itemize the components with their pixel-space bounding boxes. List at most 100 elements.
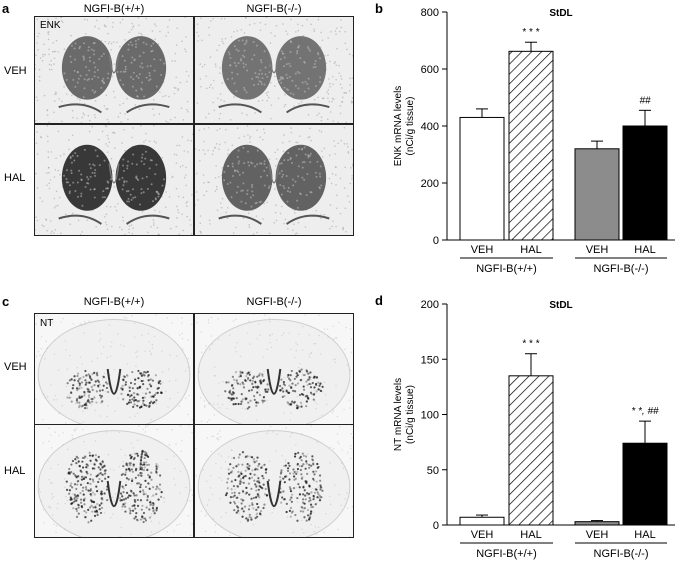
label-dot bbox=[85, 511, 88, 514]
speckle bbox=[318, 112, 320, 115]
speckle bbox=[180, 450, 183, 453]
label-dot bbox=[233, 491, 236, 494]
label-dot bbox=[158, 488, 161, 491]
label-dot bbox=[231, 470, 234, 473]
label-dot bbox=[151, 379, 154, 382]
speckle bbox=[61, 405, 63, 407]
label-dot bbox=[96, 379, 99, 382]
speckle bbox=[293, 209, 296, 212]
speckle bbox=[279, 58, 282, 61]
speckle bbox=[36, 18, 39, 21]
speckle bbox=[69, 354, 71, 357]
speckle bbox=[69, 155, 72, 158]
label-dot bbox=[296, 467, 300, 471]
speckle bbox=[82, 410, 84, 413]
chart-b-category-label: VEH bbox=[586, 244, 609, 256]
label-dot bbox=[304, 455, 308, 458]
label-dot bbox=[72, 507, 75, 510]
label-dot bbox=[311, 381, 314, 385]
speckle bbox=[270, 493, 273, 495]
label-dot bbox=[249, 379, 252, 382]
speckle bbox=[169, 118, 172, 121]
speckle bbox=[98, 164, 101, 167]
label-dot bbox=[75, 509, 79, 513]
label-dot bbox=[80, 506, 84, 509]
label-dot bbox=[246, 455, 249, 458]
speckle bbox=[278, 162, 281, 165]
speckle bbox=[300, 519, 303, 521]
speckle bbox=[310, 23, 312, 26]
speckle bbox=[206, 437, 208, 439]
label-dot bbox=[245, 397, 248, 400]
label-dot bbox=[224, 493, 228, 497]
label-dot bbox=[247, 467, 251, 470]
label-dot bbox=[292, 468, 295, 471]
label-dot bbox=[241, 499, 244, 502]
speckle bbox=[301, 81, 304, 84]
speckle bbox=[106, 180, 109, 183]
speckle bbox=[345, 230, 347, 233]
label-dot bbox=[255, 401, 258, 404]
speckle bbox=[76, 195, 79, 198]
speckle bbox=[145, 426, 147, 428]
speckle bbox=[130, 453, 133, 455]
label-dot bbox=[82, 499, 86, 502]
speckle bbox=[318, 80, 321, 83]
label-dot bbox=[78, 378, 81, 381]
chart-b-ylabel: (nCi/g tissue) bbox=[405, 97, 416, 156]
label-dot bbox=[256, 468, 259, 471]
speckle bbox=[224, 461, 227, 463]
speckle bbox=[212, 149, 215, 152]
speckle bbox=[50, 384, 52, 386]
label-dot bbox=[105, 386, 109, 390]
speckle bbox=[68, 139, 70, 141]
speckle bbox=[303, 90, 306, 93]
speckle bbox=[40, 336, 43, 338]
speckle bbox=[205, 190, 208, 193]
label-dot bbox=[292, 472, 295, 475]
tract-left bbox=[218, 214, 262, 225]
speckle bbox=[340, 19, 342, 21]
speckle bbox=[187, 139, 189, 142]
speckle bbox=[203, 181, 205, 184]
speckle bbox=[63, 153, 65, 155]
panel-c-image-wt-veh bbox=[34, 313, 194, 425]
speckle bbox=[252, 84, 255, 87]
speckle bbox=[68, 148, 70, 151]
label-dot bbox=[129, 494, 132, 497]
speckle bbox=[327, 37, 329, 39]
speckle bbox=[242, 217, 245, 219]
speckle bbox=[71, 134, 74, 137]
label-dot bbox=[92, 506, 95, 509]
speckle bbox=[347, 146, 349, 148]
speckle bbox=[296, 141, 299, 144]
speckle bbox=[140, 32, 142, 35]
label-dot bbox=[298, 369, 301, 372]
label-dot bbox=[144, 485, 148, 489]
speckle bbox=[261, 138, 264, 141]
label-dot bbox=[73, 497, 76, 501]
speckle bbox=[168, 19, 171, 21]
speckle bbox=[190, 233, 193, 235]
label-dot bbox=[76, 374, 79, 378]
label-dot bbox=[89, 489, 92, 492]
label-dot bbox=[308, 496, 311, 500]
speckle bbox=[136, 356, 138, 358]
speckle bbox=[210, 335, 212, 337]
label-dot bbox=[80, 381, 84, 384]
label-dot bbox=[147, 374, 150, 377]
label-dot bbox=[282, 490, 285, 493]
label-dot bbox=[244, 378, 247, 382]
speckle bbox=[337, 121, 340, 123]
speckle bbox=[136, 177, 139, 180]
chart-d-panel-letter: d bbox=[375, 293, 383, 308]
speckle bbox=[185, 70, 188, 73]
speckle bbox=[131, 44, 134, 47]
label-dot bbox=[249, 455, 252, 458]
speckle bbox=[211, 343, 214, 345]
speckle bbox=[203, 63, 206, 66]
speckle bbox=[113, 500, 115, 502]
label-dot bbox=[122, 487, 125, 490]
label-dot bbox=[291, 382, 294, 385]
speckle bbox=[231, 457, 233, 459]
